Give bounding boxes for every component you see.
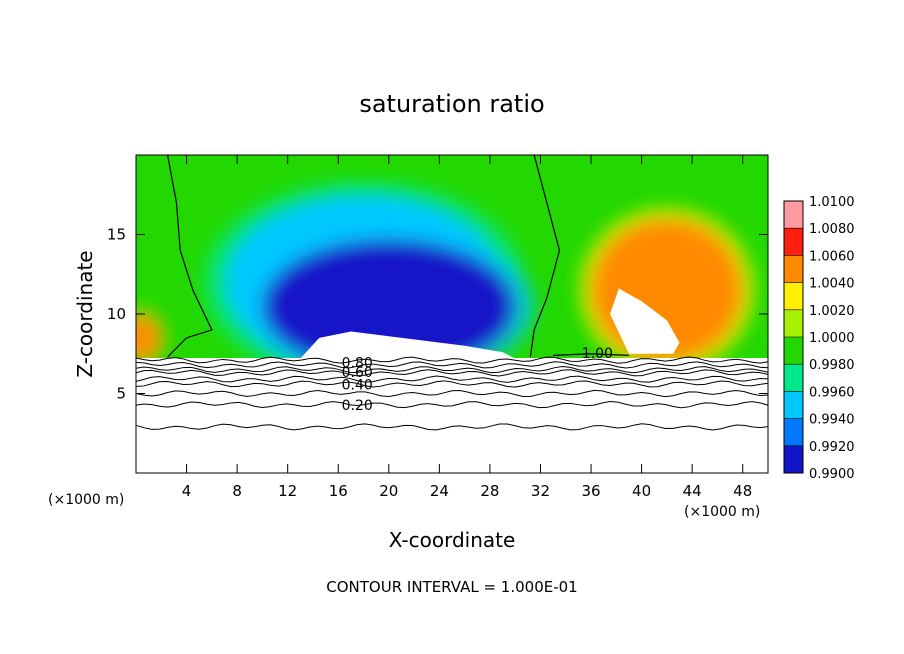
colorbar-label: 1.0040: [809, 277, 855, 292]
colorbar-label: 0.9920: [809, 440, 855, 455]
colorbar-label: 0.9960: [809, 385, 855, 400]
contour-line-1-00: [167, 154, 213, 358]
y-tick-label: 15: [107, 226, 126, 244]
y-axis-title: Z-coordinate: [73, 250, 97, 377]
contour-line-0-70: [135, 365, 769, 374]
contour-line-0-80: [135, 361, 769, 369]
x-tick-label: 36: [581, 482, 600, 500]
colorbar-swatch: [784, 418, 803, 446]
colorbar-label: 0.9900: [809, 467, 855, 482]
colorbar-swatch: [784, 282, 803, 310]
contour-lines: 1.00 0.800.600.40 0.20: [135, 154, 769, 431]
unsaturated-patch: [610, 288, 680, 354]
contour-line-0-30: [135, 389, 769, 398]
y-tick-label: 10: [107, 305, 126, 323]
x-tick-label: 4: [182, 482, 192, 500]
x-tick-label: 28: [480, 482, 499, 500]
colorbar: 1.0100 1.0080 1.0060 1.0040 1.0020 1.0000 0.99…: [783, 195, 855, 482]
contour-label-0-80: 0.80: [342, 355, 373, 371]
x-tick-label: 32: [531, 482, 550, 500]
colorbar-label: 1.0080: [809, 222, 855, 237]
colorbar-swatch: [784, 309, 803, 337]
x-tick-label: 44: [683, 482, 702, 500]
x-unit-label-right: (×1000 m): [684, 504, 760, 520]
contour-line-0-60: [135, 369, 769, 377]
colorbar-swatch: [784, 445, 803, 473]
contour-line-1-00: [529, 154, 561, 358]
x-tick-label: 20: [379, 482, 398, 500]
colorbar-swatch: [784, 228, 803, 256]
anomaly-core: [136, 314, 162, 358]
contour-label-1-00: 1.00: [582, 346, 613, 362]
x-tick-label: 12: [278, 482, 297, 500]
contour-line-1-00: [553, 353, 629, 356]
contour-label-0-40: 0.40: [342, 378, 373, 394]
contour-interval-note: CONTOUR INTERVAL = 1.000E-01: [326, 578, 577, 596]
contour-label-0-20: 0.20: [342, 398, 373, 414]
contour-label-0-60: 0.60: [342, 365, 373, 381]
chart-title: saturation ratio: [359, 90, 544, 118]
y-tick-label: 5: [116, 385, 126, 403]
x-unit-label-left: (×1000 m): [48, 492, 124, 508]
colorbar-label: 1.0020: [809, 304, 855, 319]
colorbar-label: 1.0060: [809, 249, 855, 264]
colorbar-label: 0.9940: [809, 413, 855, 428]
contour-line-0-10: [135, 423, 769, 431]
colorbar-swatch: [784, 255, 803, 283]
unsaturated-patch: [300, 331, 515, 358]
x-tick-label: 16: [329, 482, 348, 500]
unfilled-region: [136, 359, 768, 473]
x-tick-label: 40: [632, 482, 651, 500]
colorbar-label: 1.0100: [809, 195, 855, 210]
contour-line-0-90: [135, 356, 769, 364]
colorbar-swatch: [784, 391, 803, 419]
colorbar-label: 1.0000: [809, 331, 855, 346]
x-tick-label: 48: [733, 482, 752, 500]
anomaly-core: [262, 239, 516, 358]
x-tick-label: 8: [232, 482, 242, 500]
contour-line-0-20: [135, 401, 769, 409]
colorbar-swatch: [784, 337, 803, 365]
field-anomalies: [136, 181, 755, 358]
x-axis-title: X-coordinate: [389, 528, 516, 552]
colorbar-swatch: [784, 364, 803, 392]
contour-line-0-50: [135, 375, 769, 383]
colorbar-label: 0.9980: [809, 358, 855, 373]
saturation-field: [136, 155, 768, 473]
x-tick-label: 24: [430, 482, 449, 500]
colorbar-swatch: [784, 201, 803, 229]
contour-line-0-40: [135, 380, 769, 388]
